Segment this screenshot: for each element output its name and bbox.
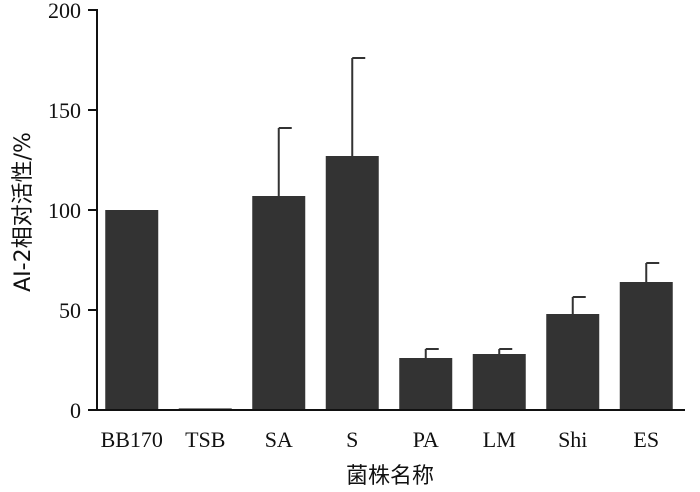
x-tick-label-bb170: BB170	[101, 427, 163, 452]
y-tick-label: 50	[59, 298, 81, 323]
y-tick-label: 150	[48, 98, 81, 123]
y-tick-label: 0	[70, 398, 81, 423]
x-tick-label-shi: Shi	[558, 427, 587, 452]
bar-lm	[472, 354, 526, 410]
x-tick-label-lm: LM	[483, 427, 516, 452]
x-axis-title: 菌株名称	[346, 464, 434, 489]
error-bars	[277, 57, 660, 358]
x-tick-label-s: S	[346, 427, 358, 452]
bar-sa	[252, 196, 306, 410]
x-tick-label-tsb: TSB	[185, 427, 225, 452]
y-tick-label: 100	[48, 198, 81, 223]
x-tick-label-sa: SA	[265, 427, 293, 452]
y-axis-ticks: 0 50 100 150 200	[48, 0, 97, 423]
bar-s	[325, 156, 379, 410]
x-axis-category-labels: BB170 TSB SA S PA LM Shi ES	[101, 427, 660, 452]
x-tick-label-pa: PA	[413, 427, 439, 452]
bars	[105, 156, 673, 410]
x-tick-label-es: ES	[633, 427, 659, 452]
bar-es	[619, 282, 673, 410]
bar-bb170	[105, 210, 159, 410]
y-axis-title: AI-2相对活性/%	[11, 132, 36, 292]
bar-shi	[546, 314, 600, 410]
y-tick-label: 200	[48, 0, 81, 23]
bar-pa	[399, 358, 453, 410]
